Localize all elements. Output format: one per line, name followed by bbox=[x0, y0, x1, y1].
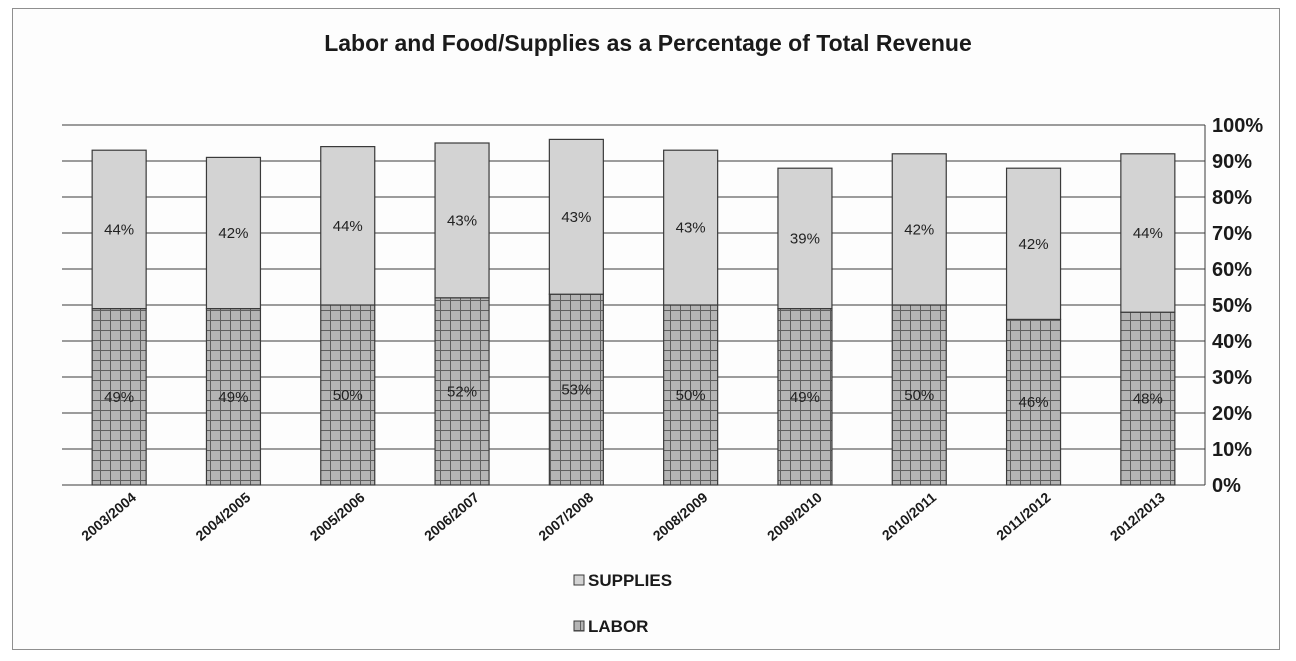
y-tick-label: 30% bbox=[1212, 367, 1252, 389]
data-label-supplies: 39% bbox=[790, 230, 820, 247]
bar-labor bbox=[434, 297, 490, 486]
bar-supplies bbox=[1005, 167, 1062, 320]
y-tick-label: 90% bbox=[1212, 151, 1252, 173]
bar-labor bbox=[205, 308, 262, 486]
y-tick-label: 70% bbox=[1212, 223, 1252, 245]
data-label-labor: 53% bbox=[561, 382, 591, 399]
y-tick-label: 80% bbox=[1212, 187, 1252, 209]
data-label-labor: 49% bbox=[790, 389, 820, 406]
data-labels: 49% 44% 49% 42% 50% 44% 52% 43% 53% 43% 50% 43% 49% 3… bbox=[104, 209, 1163, 411]
legend: SUPPLIES LABOR bbox=[573, 571, 672, 636]
x-tick-label: 2010/2011 bbox=[879, 489, 940, 543]
bar-supplies bbox=[663, 149, 719, 306]
bar-supplies bbox=[1120, 153, 1176, 313]
bar-supplies bbox=[777, 167, 833, 310]
x-tick-label: 2008/2009 bbox=[650, 489, 711, 544]
data-label-labor: 50% bbox=[904, 387, 934, 404]
legend-swatch-labor bbox=[573, 620, 585, 632]
y-tick-label: 100% bbox=[1212, 115, 1263, 137]
data-label-supplies: 44% bbox=[1133, 225, 1163, 242]
data-label-supplies: 43% bbox=[447, 212, 477, 229]
bar-supplies bbox=[891, 153, 947, 306]
x-tick-label: 2006/2007 bbox=[421, 489, 482, 544]
x-axis: 2003/2004 2004/2005 2005/2006 2006/2007 2007… bbox=[78, 489, 1168, 544]
bar-labor bbox=[1120, 311, 1176, 486]
bar-labor bbox=[91, 308, 147, 486]
x-tick-label: 2011/2012 bbox=[993, 489, 1054, 543]
legend-label-supplies: SUPPLIES bbox=[588, 571, 672, 590]
bar-labor bbox=[548, 293, 604, 486]
bar-labor bbox=[320, 304, 376, 486]
data-label-labor: 52% bbox=[447, 383, 477, 400]
data-label-labor: 48% bbox=[1133, 391, 1163, 408]
legend-swatch-supplies bbox=[573, 574, 585, 586]
x-tick-label: 2007/2008 bbox=[535, 489, 596, 544]
y-tick-label: 60% bbox=[1212, 259, 1252, 281]
data-label-supplies: 43% bbox=[676, 220, 706, 237]
data-label-supplies: 44% bbox=[104, 221, 134, 238]
y-tick-label: 0% bbox=[1212, 475, 1241, 497]
data-label-labor: 49% bbox=[104, 389, 134, 406]
y-tick-label: 40% bbox=[1212, 331, 1252, 353]
chart-title: Labor and Food/Supplies as a Percentage … bbox=[324, 30, 972, 56]
bars bbox=[91, 138, 1176, 486]
data-label-labor: 49% bbox=[218, 389, 248, 406]
data-label-labor: 50% bbox=[676, 387, 706, 404]
bar-labor bbox=[777, 308, 833, 486]
data-label-labor: 46% bbox=[1019, 394, 1049, 411]
x-tick-label: 2005/2006 bbox=[307, 489, 368, 544]
y-axis: 0% 10% 20% 30% 40% 50% 60% 70% 80% 90% 100% bbox=[1204, 115, 1263, 497]
y-tick-label: 10% bbox=[1212, 439, 1252, 461]
y-tick-label: 20% bbox=[1212, 403, 1252, 425]
x-tick-label: 2012/2013 bbox=[1107, 489, 1168, 544]
x-tick-label: 2009/2010 bbox=[764, 489, 825, 544]
bar-labor bbox=[663, 304, 719, 486]
x-tick-label: 2004/2005 bbox=[192, 489, 253, 544]
bar-supplies bbox=[434, 142, 490, 299]
data-label-supplies: 42% bbox=[904, 221, 934, 238]
bar-supplies bbox=[91, 149, 147, 310]
data-label-labor: 50% bbox=[333, 387, 363, 404]
bar-labor bbox=[1005, 318, 1062, 486]
y-tick-label: 50% bbox=[1212, 295, 1252, 317]
data-label-supplies: 44% bbox=[333, 218, 363, 235]
data-label-supplies: 42% bbox=[218, 225, 248, 242]
bar-supplies bbox=[205, 156, 262, 310]
data-label-supplies: 43% bbox=[561, 209, 591, 226]
bar-labor bbox=[891, 304, 947, 486]
data-label-supplies: 42% bbox=[1019, 236, 1049, 253]
legend-label-labor: LABOR bbox=[588, 617, 648, 636]
bar-supplies bbox=[548, 138, 604, 295]
x-tick-label: 2003/2004 bbox=[78, 489, 139, 544]
bar-supplies bbox=[320, 146, 376, 306]
